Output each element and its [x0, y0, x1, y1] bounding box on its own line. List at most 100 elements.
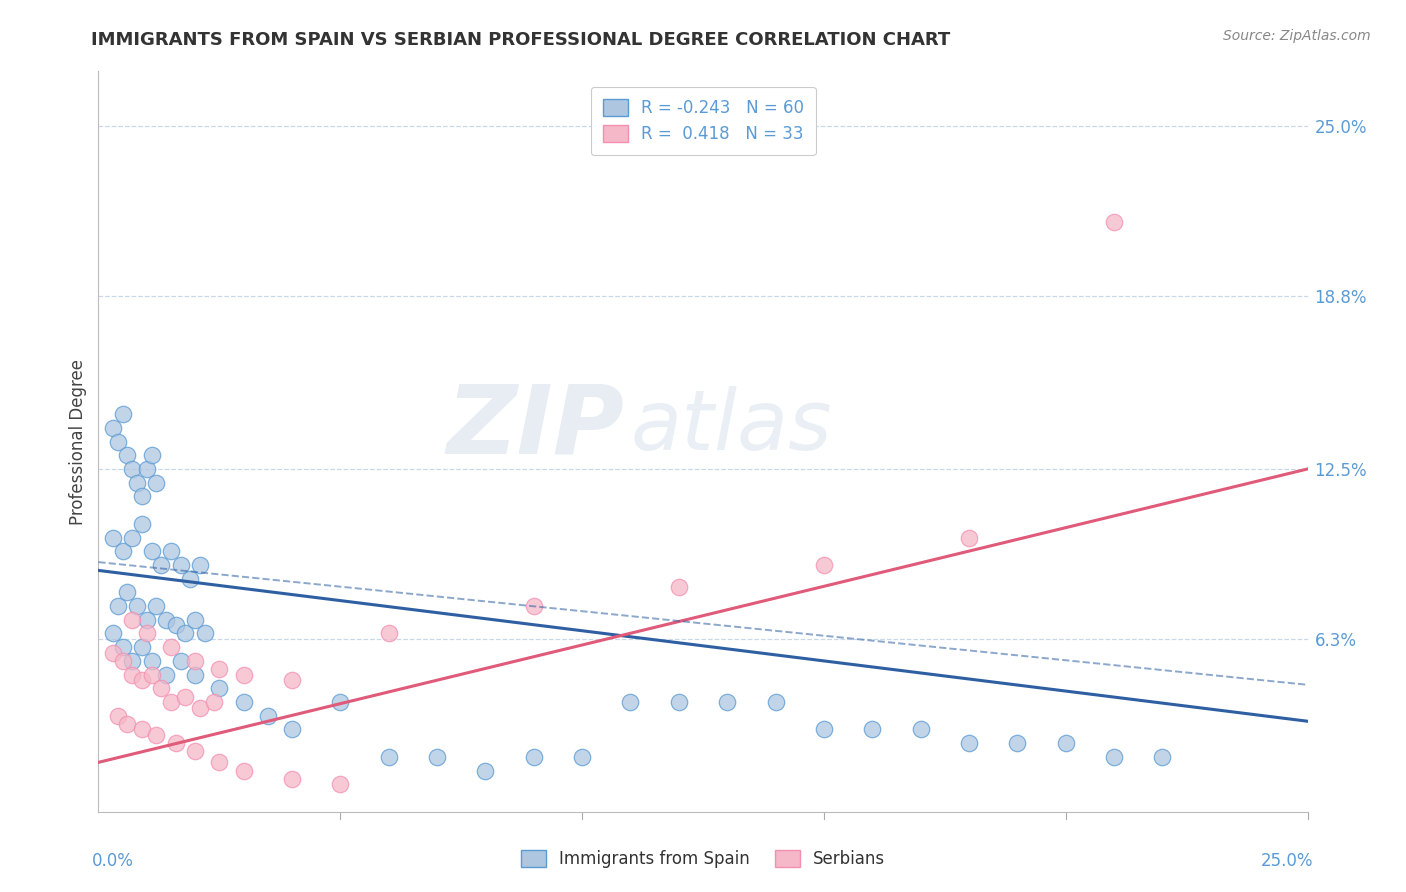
Point	[145, 475, 167, 490]
Point	[117, 448, 139, 462]
Point	[174, 690, 197, 704]
Point	[155, 667, 177, 681]
Point	[131, 723, 153, 737]
Point	[523, 599, 546, 613]
Point	[117, 717, 139, 731]
Point	[208, 662, 231, 676]
Point	[165, 618, 187, 632]
Point	[619, 695, 641, 709]
Text: atlas: atlas	[630, 386, 832, 467]
Point	[111, 544, 134, 558]
Point	[765, 695, 787, 709]
Legend: R = -0.243   N = 60, R =  0.418   N = 33: R = -0.243 N = 60, R = 0.418 N = 33	[591, 87, 815, 155]
Point	[474, 764, 496, 778]
Point	[256, 708, 278, 723]
Text: 25.0%: 25.0%	[1261, 853, 1313, 871]
Point	[204, 695, 226, 709]
Point	[179, 572, 201, 586]
Point	[957, 736, 980, 750]
Point	[117, 585, 139, 599]
Point	[188, 700, 211, 714]
Point	[813, 558, 835, 572]
Point	[1102, 215, 1125, 229]
Point	[145, 599, 167, 613]
Point	[1054, 736, 1077, 750]
Point	[1152, 750, 1174, 764]
Point	[1007, 736, 1029, 750]
Point	[813, 723, 835, 737]
Text: ZIP: ZIP	[447, 380, 624, 474]
Point	[1102, 750, 1125, 764]
Point	[377, 750, 399, 764]
Point	[377, 626, 399, 640]
Point	[716, 695, 738, 709]
Point	[121, 667, 143, 681]
Point	[107, 599, 129, 613]
Point	[232, 667, 254, 681]
Point	[329, 777, 352, 791]
Y-axis label: Professional Degree: Professional Degree	[69, 359, 87, 524]
Text: IMMIGRANTS FROM SPAIN VS SERBIAN PROFESSIONAL DEGREE CORRELATION CHART: IMMIGRANTS FROM SPAIN VS SERBIAN PROFESS…	[91, 31, 950, 49]
Point	[127, 599, 149, 613]
Point	[184, 667, 207, 681]
Point	[426, 750, 449, 764]
Point	[281, 673, 304, 687]
Point	[111, 640, 134, 655]
Point	[150, 558, 173, 572]
Point	[127, 475, 149, 490]
Point	[131, 673, 153, 687]
Point	[141, 654, 163, 668]
Text: 0.0%: 0.0%	[93, 853, 134, 871]
Point	[169, 558, 191, 572]
Point	[281, 723, 304, 737]
Point	[860, 723, 883, 737]
Point	[165, 736, 187, 750]
Point	[121, 654, 143, 668]
Point	[208, 756, 231, 770]
Point	[329, 695, 352, 709]
Point	[121, 462, 143, 476]
Point	[232, 695, 254, 709]
Point	[150, 681, 173, 696]
Point	[160, 544, 183, 558]
Text: Source: ZipAtlas.com: Source: ZipAtlas.com	[1223, 29, 1371, 43]
Point	[155, 613, 177, 627]
Point	[135, 462, 157, 476]
Point	[111, 654, 134, 668]
Point	[668, 695, 690, 709]
Point	[101, 646, 124, 660]
Point	[135, 613, 157, 627]
Legend: Immigrants from Spain, Serbians: Immigrants from Spain, Serbians	[515, 843, 891, 875]
Point	[910, 723, 932, 737]
Point	[131, 516, 153, 531]
Point	[208, 681, 231, 696]
Point	[174, 626, 197, 640]
Point	[188, 558, 211, 572]
Point	[111, 407, 134, 421]
Point	[571, 750, 593, 764]
Point	[131, 489, 153, 503]
Point	[107, 708, 129, 723]
Point	[107, 434, 129, 449]
Point	[135, 626, 157, 640]
Point	[160, 695, 183, 709]
Point	[145, 728, 167, 742]
Point	[232, 764, 254, 778]
Point	[121, 613, 143, 627]
Point	[160, 640, 183, 655]
Point	[141, 667, 163, 681]
Point	[184, 613, 207, 627]
Point	[523, 750, 546, 764]
Point	[194, 626, 217, 640]
Point	[184, 744, 207, 758]
Point	[101, 531, 124, 545]
Point	[281, 772, 304, 786]
Point	[169, 654, 191, 668]
Point	[101, 626, 124, 640]
Point	[131, 640, 153, 655]
Point	[121, 531, 143, 545]
Point	[184, 654, 207, 668]
Point	[141, 448, 163, 462]
Point	[668, 580, 690, 594]
Point	[101, 421, 124, 435]
